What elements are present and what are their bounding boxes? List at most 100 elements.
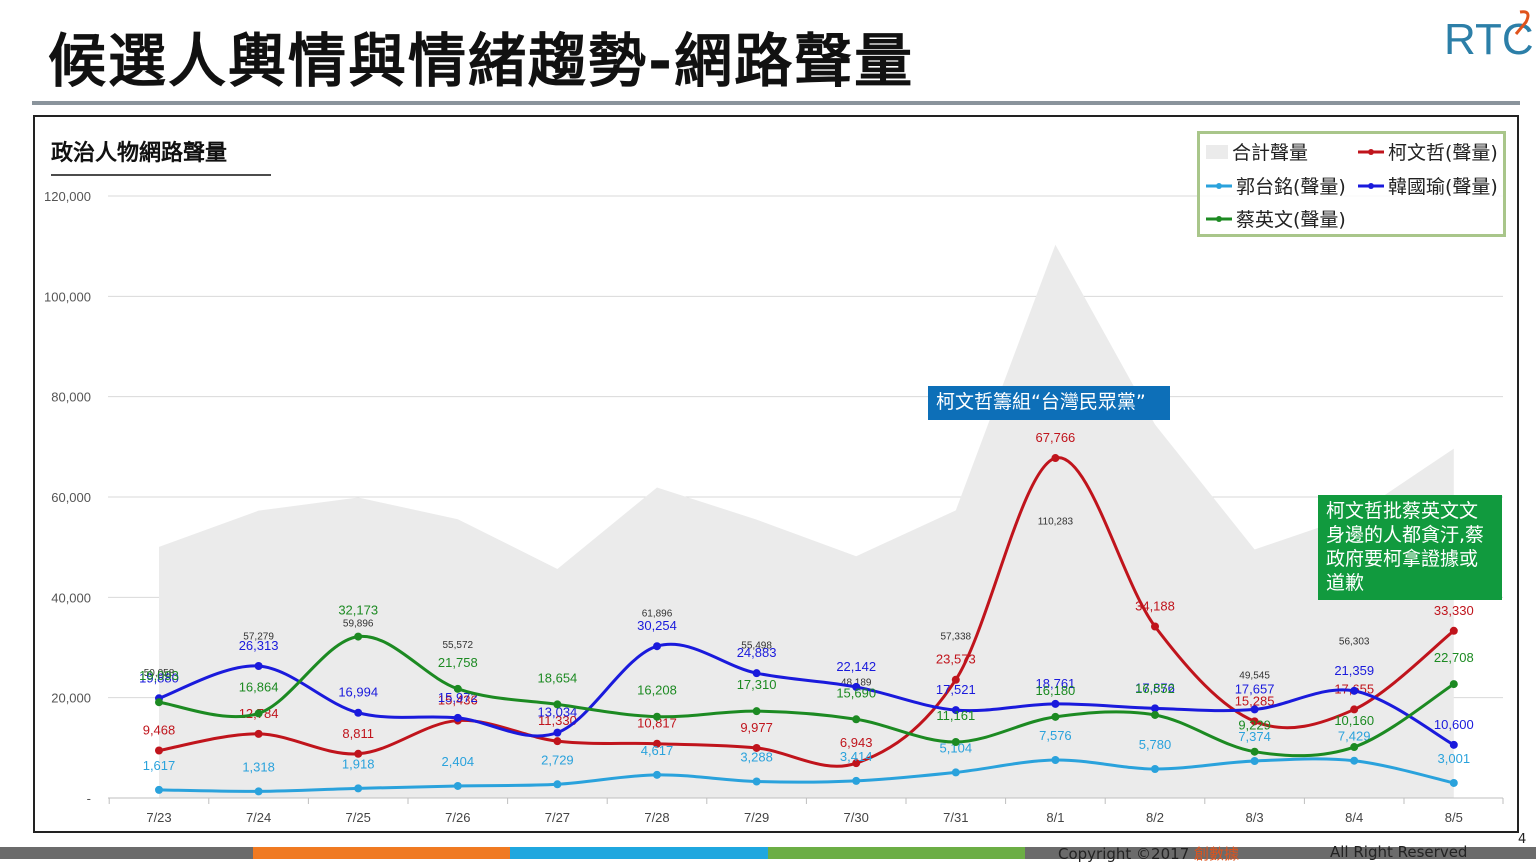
area-total-volume: [159, 244, 1454, 798]
series-data-label: 1,318: [242, 759, 275, 774]
footer-color-bar: [0, 847, 1536, 859]
series-point: [1350, 743, 1359, 752]
series-point: [1350, 686, 1359, 695]
series-point: [653, 712, 661, 721]
series-point: [951, 738, 960, 747]
series-point: [354, 784, 363, 793]
rights-text: All Right Reserved: [1330, 843, 1468, 861]
series-data-label: 30,254: [637, 618, 677, 633]
series-point: [354, 632, 363, 641]
series-point: [653, 642, 661, 651]
legend-item-ko: 柯文哲(聲量): [1358, 138, 1498, 165]
legend-swatch-total: [1206, 144, 1228, 159]
legend-item-tsai: 蔡英文(聲量): [1206, 205, 1346, 232]
series-point: [852, 682, 861, 691]
series-data-label: 3,001: [1438, 751, 1471, 766]
series-data-label: 7,429: [1338, 729, 1371, 744]
series-data-label: 15,436: [438, 693, 478, 708]
series-point: [1449, 740, 1458, 749]
series-data-label: 8,811: [342, 726, 374, 741]
line-chart: - 20,000 40,000 60,000 80,000 100,000 120,000 政…: [44, 140, 1504, 825]
logo-text: RTC: [1444, 15, 1534, 64]
series-data-label: 18,761: [1036, 676, 1076, 691]
x-tick-label: 7/28: [644, 810, 669, 825]
footer-segment: [510, 847, 768, 859]
series-point: [752, 669, 761, 678]
series-data-label: 9,468: [143, 723, 176, 738]
series-data-label: 11,161: [936, 708, 975, 723]
x-tick-label: 7/27: [545, 810, 570, 825]
y-tick-label: 120,000: [44, 189, 91, 204]
series-point: [553, 728, 562, 737]
series-data-label: 19,093: [139, 668, 179, 683]
area-data-label: 55,572: [443, 640, 474, 651]
chart-title: 政治人物網路聲量: [51, 140, 227, 166]
chart-legend: 合計聲量 柯文哲(聲量) 郭台銘(聲量) 韓國瑜(聲量) 蔡英文(聲量): [1197, 131, 1506, 237]
series-line: [158, 757, 1455, 793]
series-point: [1250, 705, 1259, 714]
y-tick-label: -: [87, 791, 91, 806]
series-data-label: 5,104: [940, 740, 973, 755]
series-point: [1151, 765, 1159, 774]
series-point: [254, 787, 263, 796]
series-data-label: 16,208: [637, 683, 677, 698]
series-point: [653, 770, 661, 779]
series-data-label: 11,330: [538, 713, 577, 728]
title-divider: [32, 101, 1520, 105]
legend-swatch-tsai: [1206, 215, 1232, 222]
series-point: [1449, 680, 1458, 689]
series-point: [1051, 699, 1060, 708]
series-data-label: 22,142: [836, 659, 876, 674]
legend-swatch-han: [1358, 182, 1384, 189]
area-data-label: 50,058: [144, 668, 175, 679]
series-point: [852, 759, 861, 768]
series-point: [1051, 755, 1060, 764]
series-data-label: 24,883: [737, 645, 777, 660]
series-line: [158, 642, 1455, 747]
annotation-corruption-remark: 柯文哲批蔡英文文身邊的人都貪汙,蔡政府要柯拿證據或道歉: [1318, 495, 1502, 600]
x-tick-label: 7/29: [744, 810, 769, 825]
series-data-label: 17,876: [1135, 680, 1175, 695]
series-point: [752, 777, 761, 786]
x-tick-label: 7/23: [146, 810, 171, 825]
series-data-label: 67,766: [1036, 430, 1076, 445]
area-data-label: 57,279: [243, 632, 274, 643]
area-data-label: 57,338: [941, 631, 972, 642]
series-data-label: 19,880: [139, 670, 179, 685]
series-data-label: 3,414: [840, 749, 873, 764]
series-data-label: 16,180: [1036, 683, 1076, 698]
series-point: [951, 706, 960, 715]
rtc-logo: RTC: [1444, 10, 1534, 64]
series-data-label: 15,285: [1235, 693, 1275, 708]
area-data-label: 110,283: [1038, 517, 1074, 528]
series-point: [1250, 747, 1259, 756]
area-data-label: 59,896: [343, 619, 374, 630]
legend-swatch-kuo: [1206, 182, 1232, 189]
series-point: [653, 739, 661, 748]
series-data-label: 16,864: [239, 679, 279, 694]
x-tick-label: 7/31: [943, 810, 968, 825]
series-line: [158, 635, 1455, 758]
series-data-label: 4,617: [641, 743, 674, 758]
series-data-label: 5,780: [1139, 737, 1172, 752]
x-tick-label: 7/30: [844, 810, 869, 825]
series-data-label: 7,576: [1039, 728, 1072, 743]
series-point: [1449, 626, 1458, 635]
series-data-label: 21,758: [438, 655, 478, 670]
x-tick-label: 8/5: [1445, 810, 1463, 825]
y-tick-label: 100,000: [44, 289, 91, 304]
legend-item-kuo: 郭台銘(聲量): [1206, 172, 1346, 199]
x-tick-label: 8/3: [1246, 810, 1264, 825]
series-point: [1151, 704, 1159, 713]
series-data-label: 10,160: [1334, 713, 1374, 728]
series-point: [155, 746, 163, 755]
copyright-prefix: Copyright ©2017: [1058, 845, 1190, 863]
x-tick-label: 7/25: [346, 810, 371, 825]
series-data-label: 2,404: [442, 754, 475, 769]
series-point: [155, 698, 163, 707]
series-point: [1449, 778, 1458, 787]
series-point: [254, 661, 263, 670]
footer-segment: [253, 847, 510, 859]
legend-item-total: 合計聲量: [1206, 138, 1308, 165]
series-data-label: 9,229: [1238, 718, 1271, 733]
